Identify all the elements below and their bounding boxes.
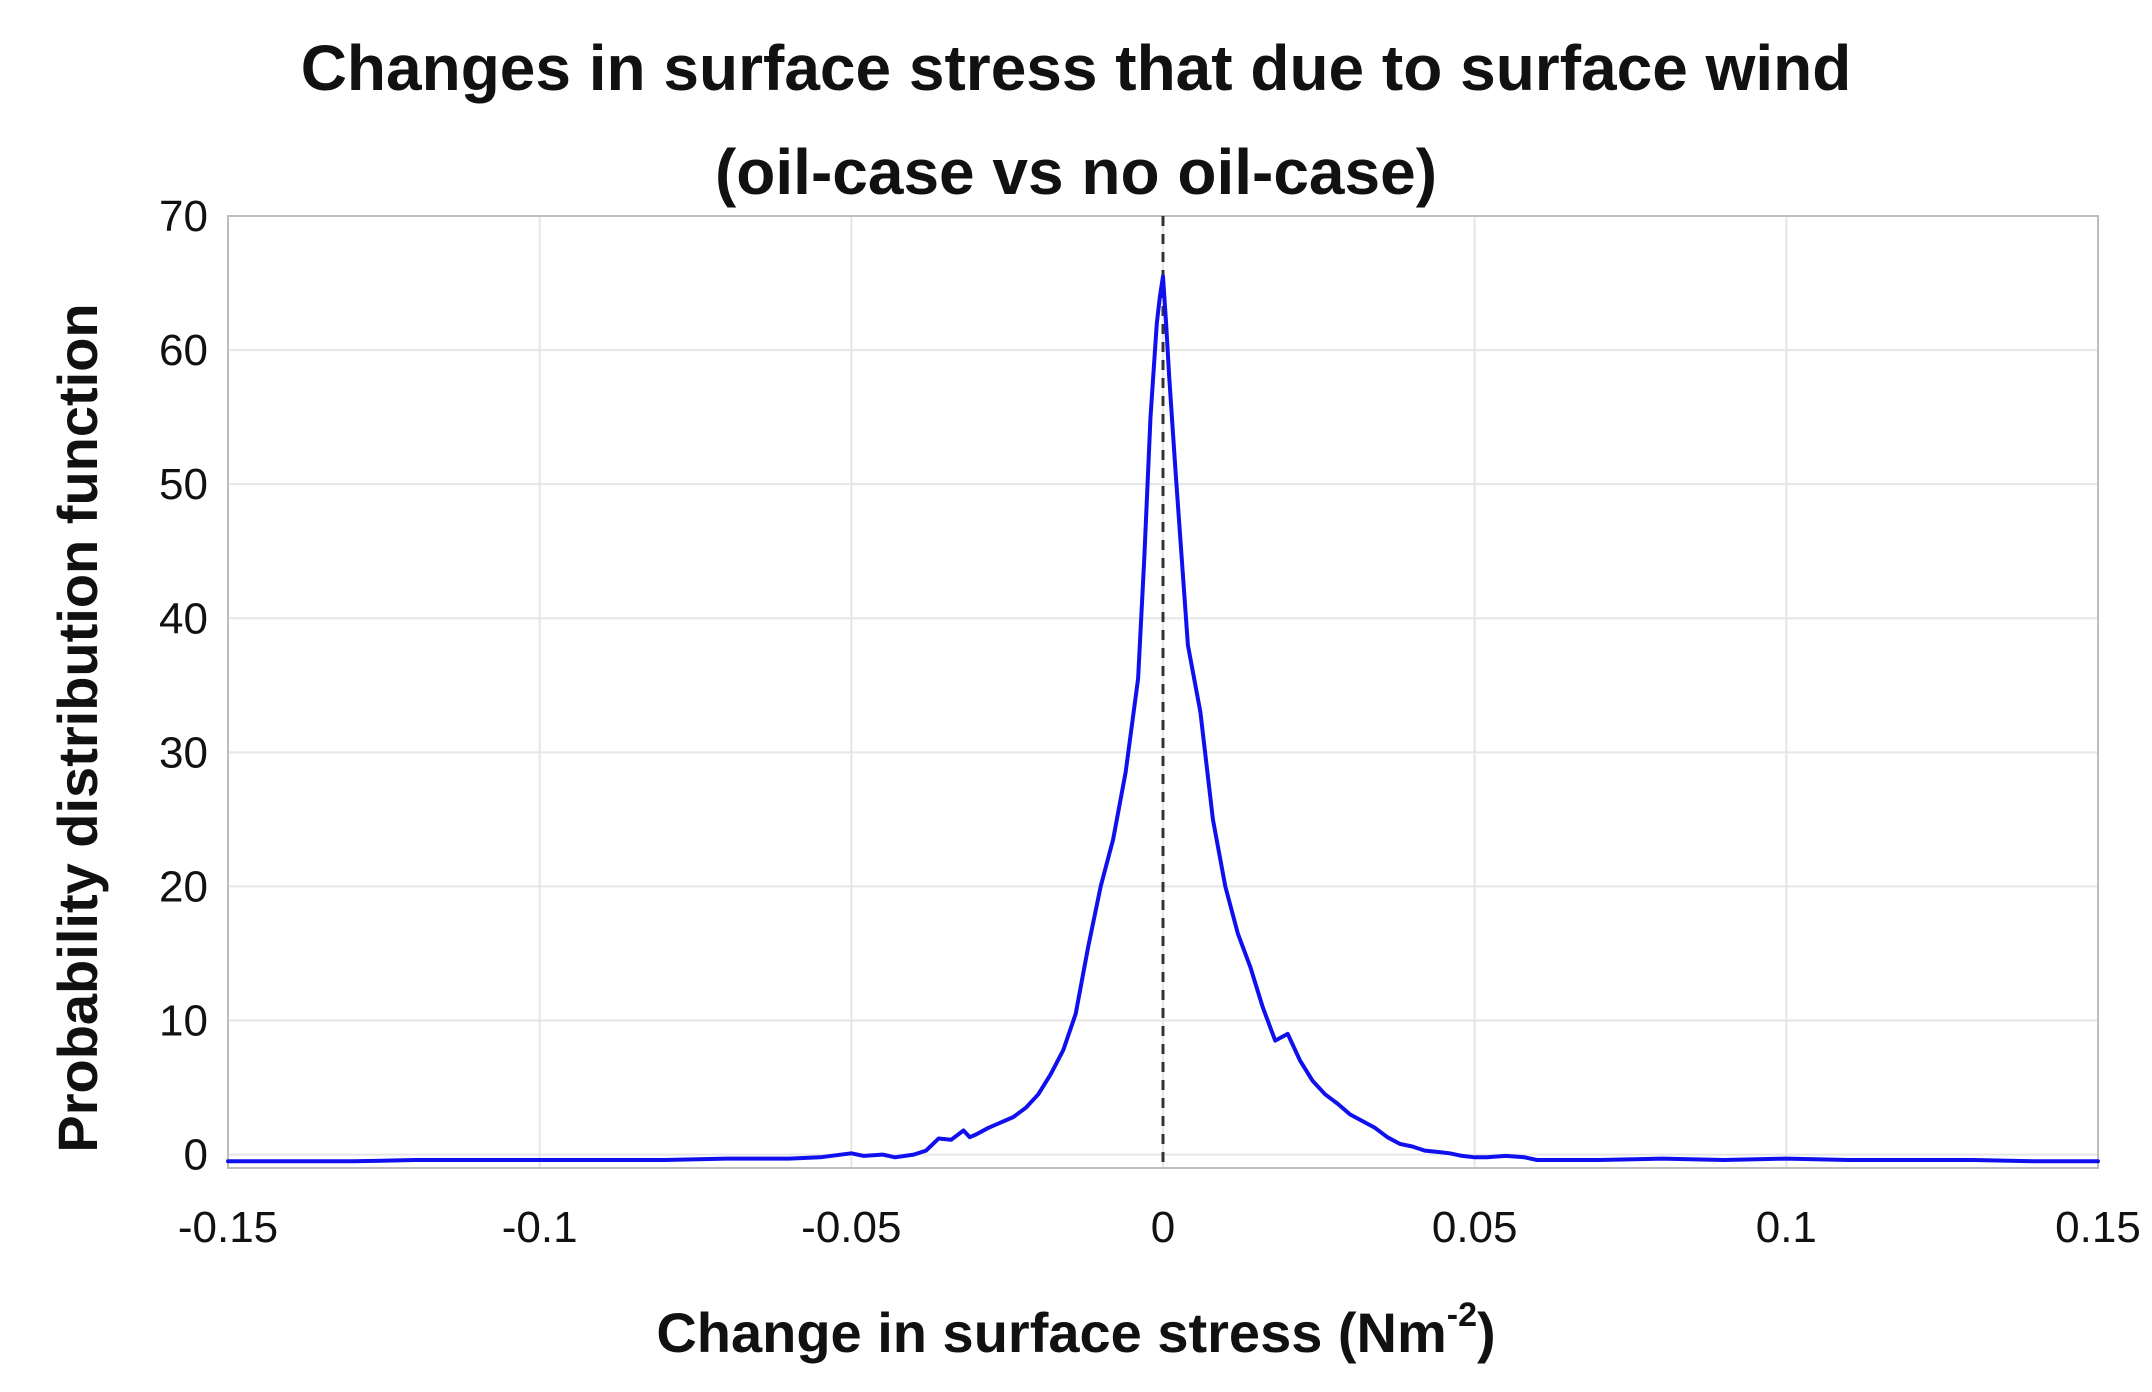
x-tick-label: 0 [1151,1203,1175,1252]
pdf-series-line [226,274,2100,1164]
x-axis-label-exponent: -2 [1446,1296,1478,1334]
x-axis-label-close: ) [1477,1301,1496,1364]
chart-subtitle: (oil-case vs no oil-case) [714,136,1438,208]
x-tick-label: -0.15 [178,1203,278,1252]
x-axis-label-text: Change in surface stress (Nm [656,1301,1447,1364]
y-tick-labels: 0 10 20 30 40 50 60 70 [159,192,208,1180]
chart-title: Changes in surface stress that due to su… [300,32,1852,104]
x-tick-label: -0.05 [801,1203,901,1252]
y-tick-label: 60 [159,326,208,375]
y-tick-label: 10 [159,997,208,1046]
x-tick-label: 0.05 [1432,1203,1518,1252]
x-axis-label: Change in surface stress (Nm-2) [0,1298,2152,1361]
x-tick-label: -0.1 [502,1203,578,1252]
y-tick-label: 50 [159,460,208,509]
y-tick-label: 30 [159,728,208,777]
y-tick-label: 40 [159,594,208,643]
y-tick-label: 0 [184,1131,208,1180]
y-tick-label: 70 [159,192,208,241]
y-tick-label: 20 [159,862,208,911]
x-tick-labels: -0.15 -0.1 -0.05 0 0.05 0.1 0.15 [178,1203,2141,1252]
x-tick-label: 0.15 [2055,1203,2141,1252]
x-tick-label: 0.1 [1756,1203,1817,1252]
